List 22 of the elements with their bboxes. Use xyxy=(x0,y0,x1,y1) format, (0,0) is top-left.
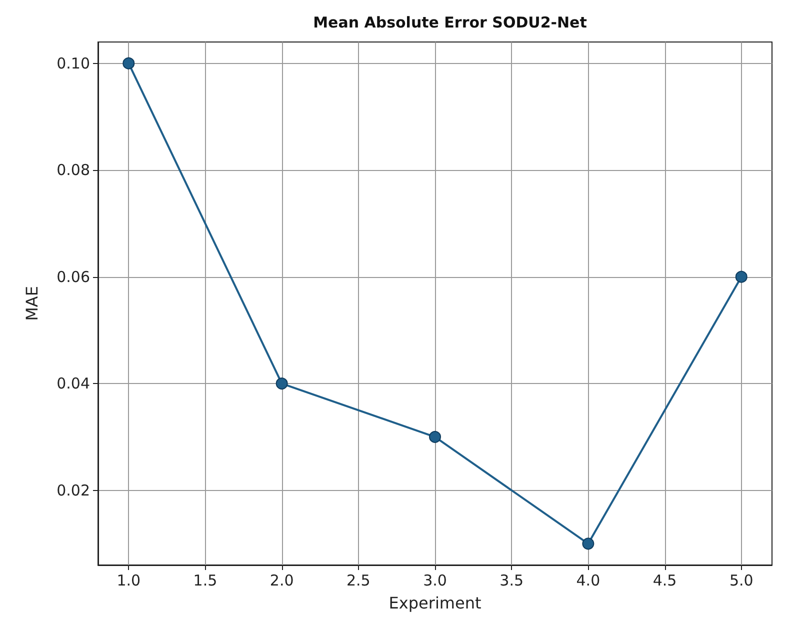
y-tick-label: 0.10 xyxy=(56,54,90,72)
x-tick-label: 2.5 xyxy=(346,572,370,590)
x-tick-label: 1.0 xyxy=(116,572,141,590)
chart-title: Mean Absolute Error SODU2-Net xyxy=(313,14,587,32)
point xyxy=(582,538,594,550)
x-tick-label: 4.0 xyxy=(576,572,600,590)
y-tick-label: 0.08 xyxy=(56,161,90,180)
y-tick-label: 0.04 xyxy=(56,374,90,393)
y-tick-label: 0.06 xyxy=(56,268,90,286)
point xyxy=(122,57,135,70)
x-axis-title: Experiment xyxy=(388,594,482,612)
x-tick-label: 5.0 xyxy=(729,572,754,590)
x-tick-label: 1.5 xyxy=(193,572,218,590)
y-tick-label: 0.02 xyxy=(56,481,90,500)
x-tick-label: 2.0 xyxy=(270,572,294,590)
point xyxy=(429,430,441,443)
y-axis-title: MAE xyxy=(22,286,42,321)
x-tick-label: 4.5 xyxy=(652,572,677,590)
x-tick-label: 3.0 xyxy=(423,572,447,590)
point xyxy=(735,270,748,283)
x-tick-label: 3.5 xyxy=(500,572,524,590)
point xyxy=(276,378,288,390)
